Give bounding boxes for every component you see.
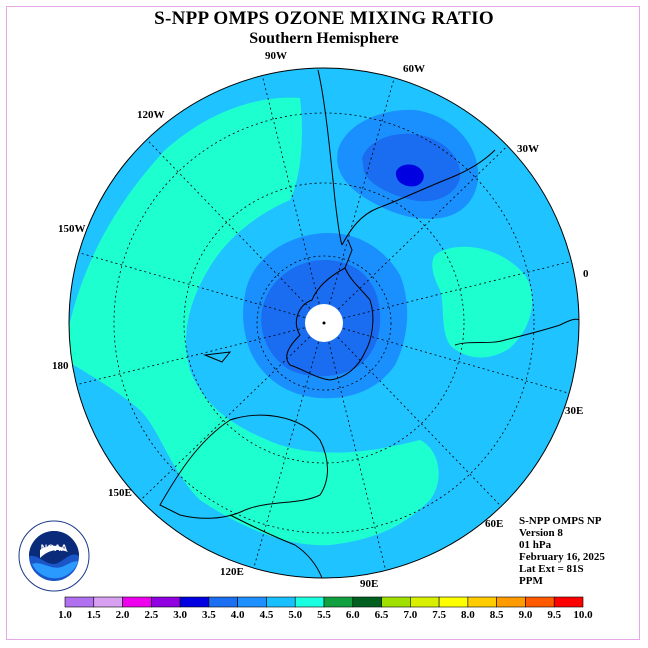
colorbar-tick-label: 7.5 [432, 609, 446, 621]
coastlines [159, 69, 579, 578]
colorbar-tick-label: 2.5 [144, 609, 159, 621]
pole-marker [322, 321, 326, 325]
colorbar-tick-label: 4.5 [259, 609, 274, 621]
lon-label-30w: 30W [517, 143, 539, 155]
noaa-logo: NOAA [18, 520, 90, 592]
info-pressure-level: 01 hPa [519, 539, 552, 551]
colorbar-tick-label: 4.0 [230, 609, 245, 621]
lon-label-180: 180 [52, 360, 69, 372]
figure-frame [6, 6, 640, 640]
colorbar-tick-label: 3.0 [173, 609, 187, 621]
colorbar-tick-label: 6.0 [345, 609, 360, 621]
lon-label-150e: 150E [108, 487, 132, 499]
map-border [68, 67, 580, 579]
map-subtitle: Southern Hemisphere [249, 30, 399, 47]
colorbar-tick-label: 10.0 [573, 609, 593, 621]
lon-label-0: 0 [583, 268, 589, 280]
lon-label-150w: 150W [58, 223, 86, 235]
lon-label-90e: 90E [360, 578, 379, 590]
lon-label-30e: 30E [565, 405, 584, 417]
colorbar-tick-label: 8.0 [461, 609, 475, 621]
region-high-west [69, 97, 439, 546]
lon-label-120e: 120E [220, 566, 244, 578]
colorbar-tick-label: 3.5 [202, 609, 216, 621]
colorbar-tick-label: 7.0 [403, 609, 418, 621]
info-version: Version 8 [519, 527, 563, 539]
lon-label-120w: 120W [137, 109, 165, 121]
region-high-east [432, 246, 533, 358]
colorbar-tick-label: 8.5 [489, 609, 504, 621]
colorbar-tick-label: 2.0 [115, 609, 130, 621]
logo-text: NOAA [41, 543, 68, 553]
lon-label-60e: 60E [485, 518, 504, 530]
info-date: February 16, 2025 [519, 551, 605, 563]
colorbar-tick-label: 9.5 [547, 609, 562, 621]
colorbar-tick-label: 1.5 [86, 609, 101, 621]
lon-label-60w: 60W [403, 63, 425, 75]
colorbar-tick-label: 9.0 [518, 609, 533, 621]
info-lat-extent: Lat Ext = 81S [519, 563, 584, 575]
graticule [113, 112, 535, 534]
info-units: PPM [519, 575, 543, 587]
lon-label-90w: 90W [265, 50, 287, 62]
colorbar-tick-label: 1.0 [58, 609, 72, 621]
map-title: S-NPP OMPS OZONE MIXING RATIO [154, 8, 494, 29]
colorbar-tick-label: 5.5 [317, 609, 331, 621]
colorbar-tick-label: 5.0 [288, 609, 303, 621]
info-satellite: S-NPP OMPS NP [519, 515, 602, 527]
region-mid-lat-max [395, 164, 424, 187]
colorbar-tick-label: 6.5 [374, 609, 389, 621]
